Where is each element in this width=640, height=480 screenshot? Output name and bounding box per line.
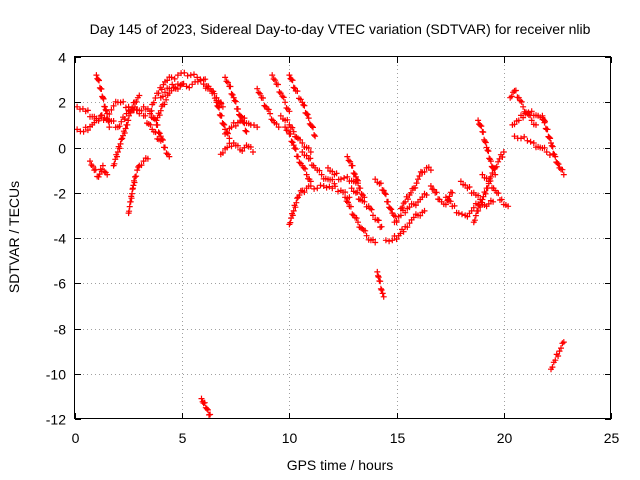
y-tick-label: 0 (58, 141, 66, 157)
x-tick-label: 5 (179, 430, 187, 446)
x-tick-label: 10 (282, 430, 298, 446)
x-tick-label: 15 (390, 430, 406, 446)
y-tick-labels: -12 -10 -8 -6 -4 -2 0 2 4 (46, 50, 66, 428)
y-tick-label: -6 (54, 276, 67, 292)
x-tick-label: 20 (497, 430, 513, 446)
sdtvar-series-markers (74, 69, 567, 418)
y-tick-label: -8 (54, 322, 67, 338)
y-tick-label: -2 (54, 186, 67, 202)
x-axis-label: GPS time / hours (287, 457, 394, 473)
x-tick-label: 0 (72, 430, 80, 446)
y-tick-label: 4 (58, 50, 66, 66)
y-tick-label: -10 (46, 367, 66, 383)
x-tick-labels: 0 5 10 15 20 25 (72, 430, 620, 446)
x-tick-label: 25 (604, 430, 620, 446)
data-points (74, 69, 567, 418)
plot-frame (74, 56, 611, 419)
y-tick-label: -4 (54, 231, 67, 247)
chart-title: Day 145 of 2023, Sidereal Day-to-day VTE… (90, 21, 591, 37)
y-tick-label: -12 (46, 412, 66, 428)
y-tick-label: 2 (58, 95, 66, 111)
y-axis-label: SDTVAR / TECUs (6, 181, 22, 293)
